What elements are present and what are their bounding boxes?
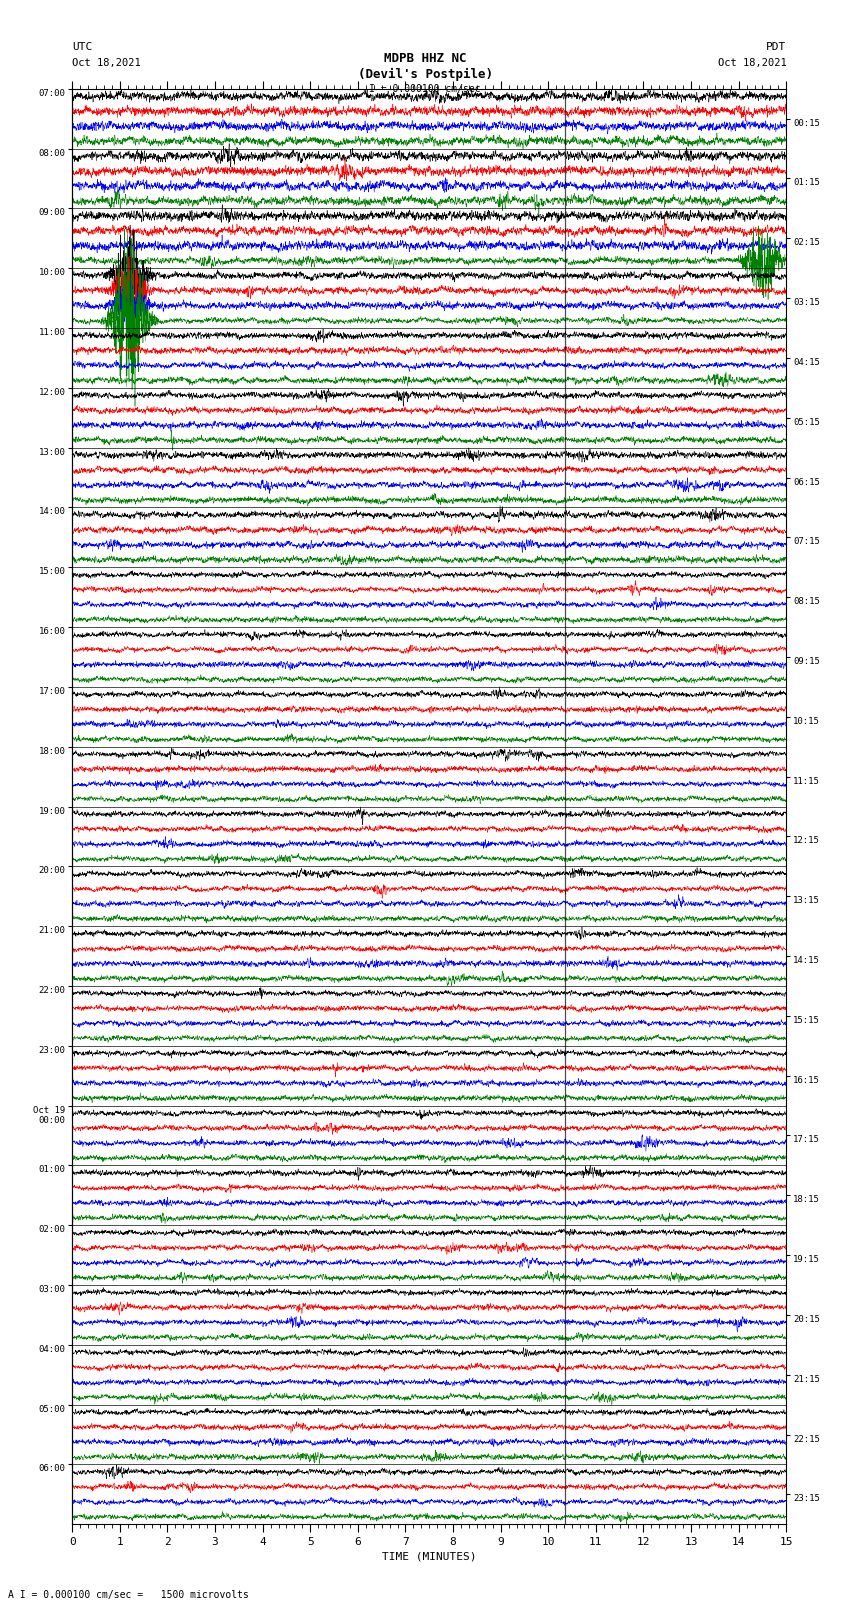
Text: Oct 18,2021: Oct 18,2021 (72, 58, 141, 68)
Text: PDT: PDT (766, 42, 786, 52)
Text: Oct 18,2021: Oct 18,2021 (717, 58, 786, 68)
Text: MDPB HHZ NC: MDPB HHZ NC (383, 52, 467, 65)
Text: (Devil's Postpile): (Devil's Postpile) (358, 68, 492, 81)
Text: I = 0.000100 cm/sec: I = 0.000100 cm/sec (369, 84, 481, 94)
Text: UTC: UTC (72, 42, 93, 52)
Text: A I = 0.000100 cm/sec =   1500 microvolts: A I = 0.000100 cm/sec = 1500 microvolts (8, 1590, 249, 1600)
X-axis label: TIME (MINUTES): TIME (MINUTES) (382, 1552, 477, 1561)
